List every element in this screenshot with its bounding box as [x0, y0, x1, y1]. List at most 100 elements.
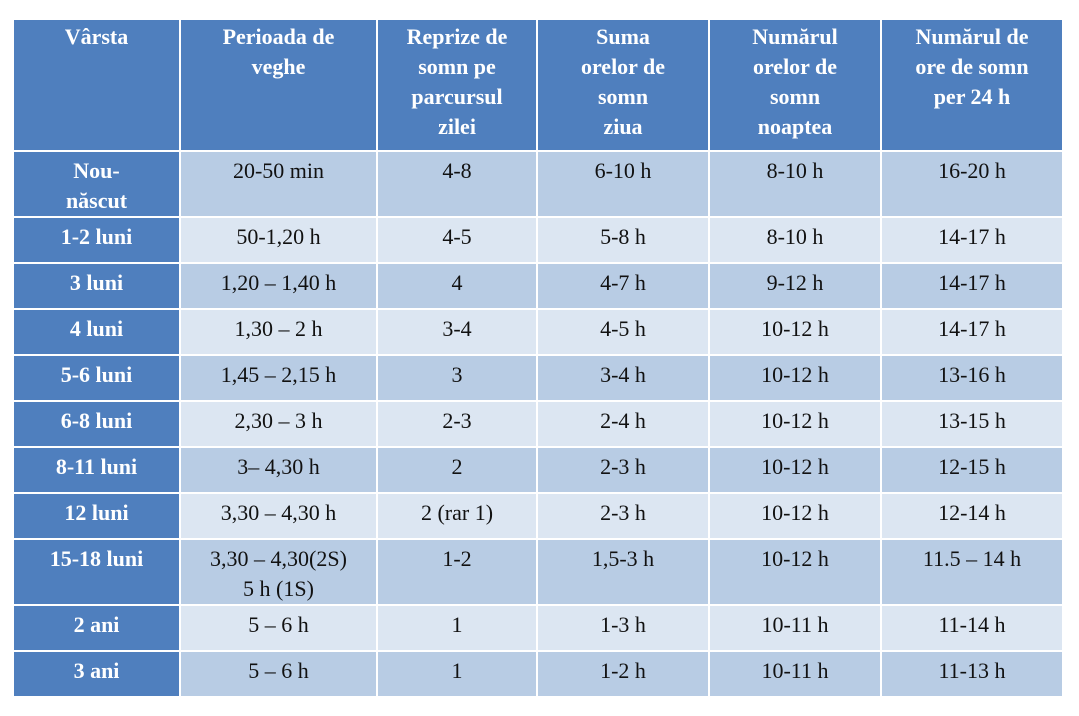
- total-sleep-cell: 11-14 h: [882, 606, 1062, 650]
- age-cell: 5-6 luni: [14, 356, 179, 400]
- wake-period-cell: 3,30 – 4,30 h: [181, 494, 376, 538]
- naps-cell: 2: [378, 448, 536, 492]
- cell-line: somn: [597, 84, 649, 109]
- cell-line: parcursul: [411, 84, 503, 109]
- day-sleep-cell: 1,5-3 h: [538, 540, 708, 604]
- header-row: Vârsta Perioada de veghe Reprize de somn pe p…: [14, 20, 1062, 150]
- table-row: 3 luni 1,20 – 1,40 h 4 4-7 h 9-12 h 14-17 h: [14, 264, 1062, 308]
- cell-line: 15-18 luni: [49, 546, 144, 571]
- wake-period-cell: 5 – 6 h: [181, 652, 376, 696]
- age-cell: 1-2 luni: [14, 218, 179, 262]
- day-sleep-cell: 6-10 h: [538, 152, 708, 216]
- cell-line: 3,30 – 4,30 h: [220, 500, 337, 525]
- night-sleep-cell: 10-12 h: [710, 494, 880, 538]
- wake-period-cell: 2,30 – 3 h: [181, 402, 376, 446]
- wake-period-cell: 1,45 – 2,15 h: [181, 356, 376, 400]
- day-sleep-cell: 1-3 h: [538, 606, 708, 650]
- cell-line: 1,30 – 2 h: [234, 316, 323, 341]
- cell-line: 1-2 luni: [60, 224, 133, 249]
- age-cell: 4 luni: [14, 310, 179, 354]
- cell-line: noaptea: [757, 114, 833, 139]
- table-row: 2 ani 5 – 6 h 1 1-3 h 10-11 h 11-14 h: [14, 606, 1062, 650]
- day-sleep-cell: 2-3 h: [538, 448, 708, 492]
- night-sleep-cell: 10-11 h: [710, 606, 880, 650]
- cell-line: 2,30 – 3 h: [234, 408, 323, 433]
- sleep-table-container: Vârsta Perioada de veghe Reprize de somn pe p…: [12, 18, 1064, 698]
- table-row: Nou-născut 20-50 min 4-8 6-10 h 8-10 h 16-20 …: [14, 152, 1062, 216]
- cell-line: 1,20 – 1,40 h: [220, 270, 337, 295]
- age-cell: 12 luni: [14, 494, 179, 538]
- age-cell: 3 luni: [14, 264, 179, 308]
- table-row: 1-2 luni 50-1,20 h 4-5 5-8 h 8-10 h 14-17 h: [14, 218, 1062, 262]
- table-row: 5-6 luni 1,45 – 2,15 h 3 3-4 h 10-12 h 13-16 …: [14, 356, 1062, 400]
- cell-line: somn: [769, 84, 821, 109]
- naps-cell: 2 (rar 1): [378, 494, 536, 538]
- cell-line: per 24 h: [933, 84, 1011, 109]
- cell-line: 5 – 6 h: [248, 612, 309, 637]
- total-sleep-cell: 11.5 – 14 h: [882, 540, 1062, 604]
- age-cell: 3 ani: [14, 652, 179, 696]
- wake-period-cell: 1,20 – 1,40 h: [181, 264, 376, 308]
- table-row: 12 luni 3,30 – 4,30 h 2 (rar 1) 2-3 h 10-12 …: [14, 494, 1062, 538]
- total-sleep-cell: 13-16 h: [882, 356, 1062, 400]
- total-sleep-cell: 12-14 h: [882, 494, 1062, 538]
- table-row: 4 luni 1,30 – 2 h 3-4 4-5 h 10-12 h 14-17 h: [14, 310, 1062, 354]
- cell-line: 5-6 luni: [60, 362, 133, 387]
- cell-line: ziua: [603, 114, 643, 139]
- cell-line: 2 ani: [73, 612, 120, 637]
- naps-cell: 2-3: [378, 402, 536, 446]
- cell-line: 50-1,20 h: [236, 224, 321, 249]
- naps-cell: 4: [378, 264, 536, 308]
- cell-line: zilei: [438, 114, 476, 139]
- cell-line: 3,30 – 4,30(2S): [210, 546, 347, 571]
- naps-cell: 4-8: [378, 152, 536, 216]
- sleep-schedule-table: Vârsta Perioada de veghe Reprize de somn pe p…: [12, 18, 1064, 698]
- naps-cell: 3-4: [378, 310, 536, 354]
- wake-period-cell: 50-1,20 h: [181, 218, 376, 262]
- age-cell: 8-11 luni: [14, 448, 179, 492]
- cell-line: născut: [65, 188, 128, 213]
- night-sleep-cell: 10-11 h: [710, 652, 880, 696]
- total-sleep-cell: 14-17 h: [882, 310, 1062, 354]
- day-sleep-cell: 5-8 h: [538, 218, 708, 262]
- table-row: 8-11 luni 3– 4,30 h 2 2-3 h 10-12 h 12-15 h: [14, 448, 1062, 492]
- night-sleep-cell: 10-12 h: [710, 310, 880, 354]
- night-sleep-cell: 9-12 h: [710, 264, 880, 308]
- cell-line: 5 h (1S): [243, 576, 314, 601]
- cell-line: veghe: [251, 54, 306, 79]
- header-day-sleep: Suma orelor de somn ziua: [538, 20, 708, 150]
- night-sleep-cell: 8-10 h: [710, 218, 880, 262]
- wake-period-cell: 20-50 min: [181, 152, 376, 216]
- cell-line: Perioada de: [222, 24, 335, 49]
- total-sleep-cell: 14-17 h: [882, 218, 1062, 262]
- total-sleep-cell: 11-13 h: [882, 652, 1062, 696]
- header-total-sleep: Numărul de ore de somn per 24 h: [882, 20, 1062, 150]
- header-wake-period: Perioada de veghe: [181, 20, 376, 150]
- naps-cell: 1: [378, 606, 536, 650]
- wake-period-cell: 3,30 – 4,30(2S) 5 h (1S): [181, 540, 376, 604]
- night-sleep-cell: 10-12 h: [710, 540, 880, 604]
- cell-line: Numărul de: [915, 24, 1029, 49]
- cell-line: 3 luni: [69, 270, 124, 295]
- night-sleep-cell: 8-10 h: [710, 152, 880, 216]
- naps-cell: 1-2: [378, 540, 536, 604]
- wake-period-cell: 3– 4,30 h: [181, 448, 376, 492]
- cell-line: Numărul: [752, 24, 838, 49]
- cell-line: 12 luni: [64, 500, 129, 525]
- cell-line: ore de somn: [915, 54, 1029, 79]
- total-sleep-cell: 12-15 h: [882, 448, 1062, 492]
- night-sleep-cell: 10-12 h: [710, 356, 880, 400]
- header-age: Vârsta: [14, 20, 179, 150]
- cell-line: Nou-: [73, 158, 120, 183]
- cell-line: orelor de: [580, 54, 666, 79]
- naps-cell: 4-5: [378, 218, 536, 262]
- wake-period-cell: 1,30 – 2 h: [181, 310, 376, 354]
- night-sleep-cell: 10-12 h: [710, 402, 880, 446]
- day-sleep-cell: 4-7 h: [538, 264, 708, 308]
- age-cell: 15-18 luni: [14, 540, 179, 604]
- day-sleep-cell: 3-4 h: [538, 356, 708, 400]
- day-sleep-cell: 1-2 h: [538, 652, 708, 696]
- cell-line: 8-11 luni: [55, 454, 138, 479]
- night-sleep-cell: 10-12 h: [710, 448, 880, 492]
- cell-line: 5 – 6 h: [248, 658, 309, 683]
